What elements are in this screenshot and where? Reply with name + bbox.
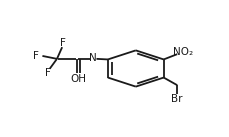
Text: F: F (44, 68, 50, 78)
Text: NO₂: NO₂ (172, 47, 192, 57)
Text: N: N (88, 53, 96, 63)
Text: F: F (33, 51, 39, 61)
Text: Br: Br (171, 94, 182, 104)
Text: OH: OH (70, 74, 86, 84)
Text: F: F (60, 38, 66, 48)
